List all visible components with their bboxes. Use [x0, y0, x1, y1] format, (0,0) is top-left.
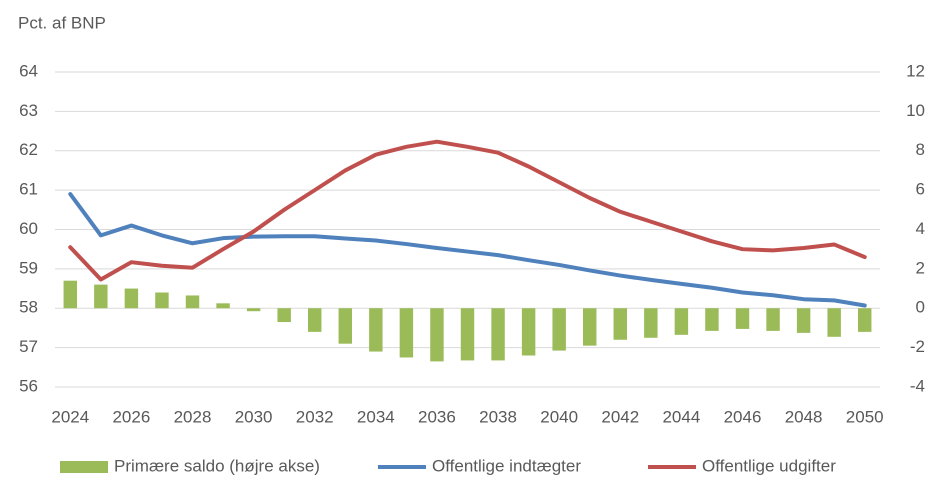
bar — [827, 308, 841, 337]
line — [68, 192, 867, 308]
bar — [491, 308, 505, 361]
line — [68, 139, 867, 282]
x-tick-label: 2032 — [296, 407, 334, 426]
y-tick-label: 61 — [19, 180, 38, 199]
bar — [735, 308, 750, 329]
bar — [521, 308, 536, 356]
bar — [460, 308, 475, 361]
y2-tick-label: 8 — [916, 140, 925, 159]
y-tick-label: 56 — [19, 376, 38, 395]
bar — [644, 308, 658, 338]
x-tick-label: 2048 — [785, 407, 823, 426]
x-tick-label: 2040 — [540, 407, 578, 426]
bar — [63, 280, 77, 309]
x-tick-label: 2028 — [174, 407, 212, 426]
x-tick-label: 2042 — [601, 407, 639, 426]
y2-tick-label: 6 — [916, 180, 925, 199]
y2-tick-label: 2 — [916, 258, 925, 277]
x-tick-label: 2026 — [112, 407, 150, 426]
bar — [858, 308, 872, 332]
x-tick-label: 2044 — [662, 407, 700, 426]
x-tick-label: 2038 — [479, 407, 517, 426]
legend-swatch — [60, 461, 108, 473]
x-tick-label: 2050 — [846, 407, 884, 426]
x-tick-label: 2046 — [724, 407, 762, 426]
y-axis-label: Pct. af BNP — [18, 13, 106, 32]
y-tick-label: 62 — [19, 140, 38, 159]
y2-tick-label: 0 — [916, 298, 925, 317]
bar — [124, 288, 139, 309]
bar — [277, 308, 291, 323]
y2-tick-label: 10 — [906, 101, 925, 120]
bar — [613, 308, 627, 340]
y-tick-label: 59 — [19, 258, 38, 277]
bar — [705, 308, 719, 331]
bar — [796, 308, 811, 333]
y-tick-label: 58 — [19, 298, 38, 317]
bar — [155, 292, 169, 309]
bar — [430, 308, 444, 362]
y-tick-label: 63 — [19, 101, 38, 120]
y-tick-label: 64 — [19, 61, 38, 80]
y2-tick-label: -2 — [910, 337, 925, 356]
bar — [766, 308, 780, 331]
x-tick-label: 2030 — [235, 407, 273, 426]
y-tick-label: 57 — [19, 337, 38, 356]
bar — [216, 303, 230, 309]
bar — [369, 308, 383, 352]
x-tick-label: 2024 — [51, 407, 89, 426]
bar — [308, 308, 322, 332]
bar — [674, 308, 689, 335]
bar — [583, 308, 597, 346]
bar — [552, 308, 566, 351]
bar — [399, 308, 414, 358]
y2-tick-label: 4 — [916, 219, 925, 238]
x-tick-label: 2036 — [418, 407, 456, 426]
x-tick-label: 2034 — [357, 407, 395, 426]
y2-tick-label: 12 — [906, 61, 925, 80]
bar — [246, 308, 261, 312]
bar — [338, 308, 352, 344]
y2-tick-label: -4 — [910, 376, 925, 395]
y-tick-label: 60 — [19, 219, 38, 238]
legend-label: Offentlige indtægter — [432, 456, 581, 475]
bar — [185, 295, 200, 309]
bar — [94, 284, 108, 309]
legend-label: Primære saldo (højre akse) — [114, 456, 320, 475]
legend-label: Offentlige udgifter — [702, 456, 836, 475]
